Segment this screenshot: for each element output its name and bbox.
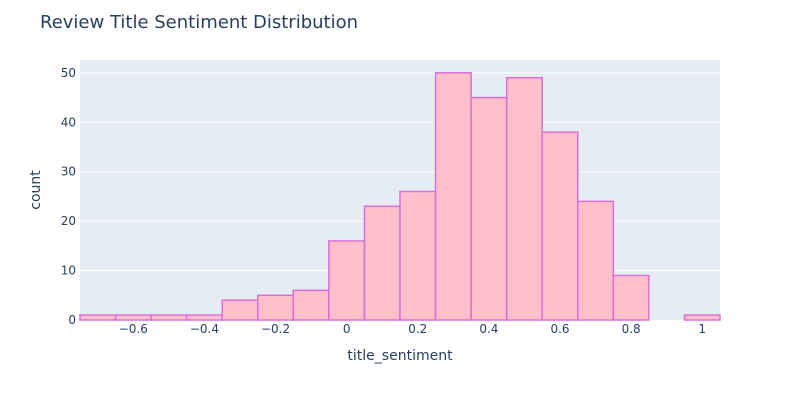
histogram-bar	[221, 299, 259, 321]
histogram-bar	[612, 274, 650, 321]
x-tick-label: −0.4	[190, 322, 219, 336]
histogram-bar	[328, 240, 366, 321]
x-tick-label: −0.2	[261, 322, 290, 336]
histogram-bar	[434, 72, 472, 321]
x-tick-label: 0.6	[550, 322, 569, 336]
x-tick-label: 0.8	[622, 322, 641, 336]
y-axis-title: count	[28, 170, 44, 210]
histogram-bar	[292, 289, 330, 321]
histogram-bar	[114, 314, 152, 321]
histogram-bar	[505, 77, 543, 321]
histogram-bar	[399, 190, 437, 321]
y-tick-label: 10	[61, 264, 76, 278]
x-axis-title: title_sentiment	[347, 348, 453, 364]
y-tick-label: 50	[61, 66, 76, 80]
y-tick-label: 20	[61, 214, 76, 228]
histogram-bar	[577, 200, 615, 321]
x-tick-label: 0.4	[479, 322, 498, 336]
histogram-bar	[150, 314, 188, 321]
histogram-bar	[185, 314, 223, 321]
x-tick-label: 0	[343, 322, 351, 336]
y-tick-label: 30	[61, 165, 76, 179]
histogram-bar	[470, 96, 508, 321]
y-tick-label: 0	[68, 313, 76, 327]
histogram-bar	[683, 314, 721, 321]
histogram-bar	[363, 205, 401, 321]
x-axis-ticks: −0.6 −0.4 −0.2 0 0.2 0.4 0.6 0.8 1	[119, 322, 706, 336]
histogram-bar	[79, 314, 117, 321]
x-tick-label: −0.6	[119, 322, 148, 336]
y-tick-label: 40	[61, 115, 76, 129]
x-tick-label: 0.2	[408, 322, 427, 336]
x-tick-label: 1	[698, 322, 706, 336]
histogram-bar	[257, 294, 295, 321]
chart-title: Review Title Sentiment Distribution	[40, 12, 359, 33]
histogram-bar	[541, 131, 579, 321]
y-axis-ticks: 0 10 20 30 40 50	[61, 66, 76, 327]
histogram-bars	[79, 72, 721, 321]
